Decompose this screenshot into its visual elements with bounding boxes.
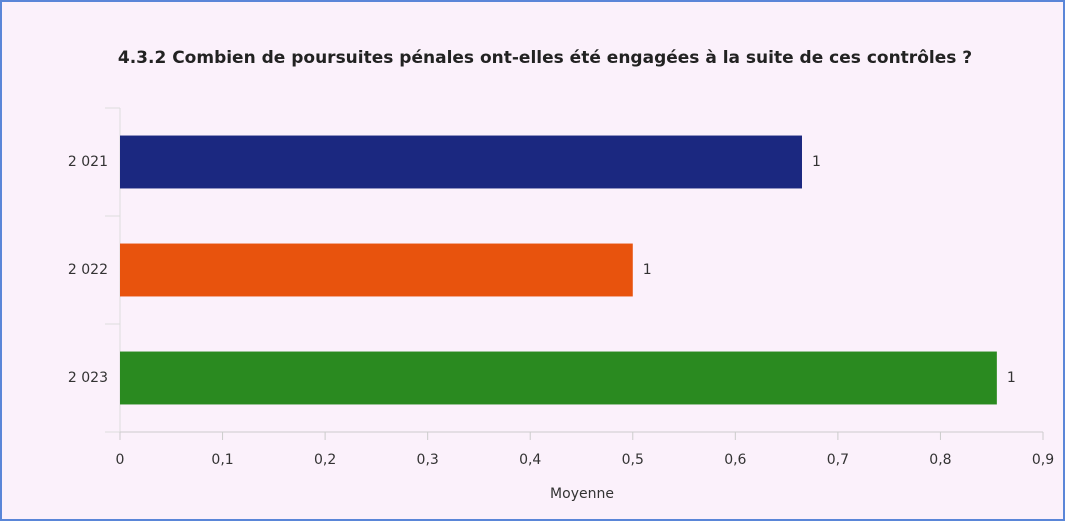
- chart-title: 4.3.2 Combien de poursuites pénales ont-…: [118, 48, 972, 68]
- value-label: 1: [1007, 370, 1016, 386]
- x-tick-label: 0,8: [929, 452, 951, 468]
- x-tick-label: 0,7: [827, 452, 849, 468]
- x-tick-label: 0,3: [417, 452, 439, 468]
- x-axis-label: Moyenne: [550, 486, 614, 502]
- x-tick-label: 0,9: [1032, 452, 1054, 468]
- y-tick-label: 2 021: [68, 154, 108, 170]
- x-tick-label: 0,1: [211, 452, 233, 468]
- y-tick-label: 2 023: [68, 370, 108, 386]
- value-label: 1: [812, 154, 821, 170]
- x-tick-label: 0,5: [622, 452, 644, 468]
- bar: [120, 351, 997, 405]
- value-label: 1: [643, 262, 652, 278]
- x-tick-label: 0,2: [314, 452, 336, 468]
- y-tick-label: 2 022: [68, 262, 108, 278]
- x-tick-label: 0,6: [724, 452, 746, 468]
- bar: [120, 243, 633, 297]
- x-tick-label: 0,4: [519, 452, 541, 468]
- x-tick-label: 0: [116, 452, 125, 468]
- bar: [120, 135, 802, 189]
